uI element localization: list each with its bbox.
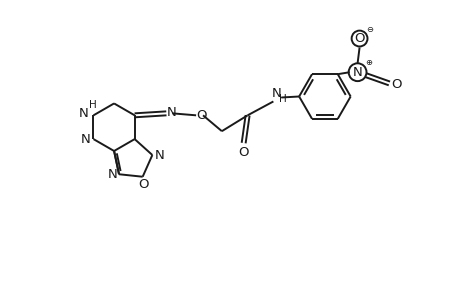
Text: O: O <box>390 78 401 91</box>
Text: ⊕: ⊕ <box>364 58 371 67</box>
Text: N: N <box>108 168 118 181</box>
Text: H: H <box>279 94 286 104</box>
Text: O: O <box>353 32 364 45</box>
Text: O: O <box>238 146 248 160</box>
Text: N: N <box>352 66 362 79</box>
Text: N: N <box>78 107 88 120</box>
Text: N: N <box>80 133 90 146</box>
Text: O: O <box>138 178 149 191</box>
Text: N: N <box>154 148 164 161</box>
Text: O: O <box>196 109 206 122</box>
Text: H: H <box>89 100 96 110</box>
Text: N: N <box>271 87 280 100</box>
Text: N: N <box>166 106 176 119</box>
Text: ⊖: ⊖ <box>365 25 372 34</box>
